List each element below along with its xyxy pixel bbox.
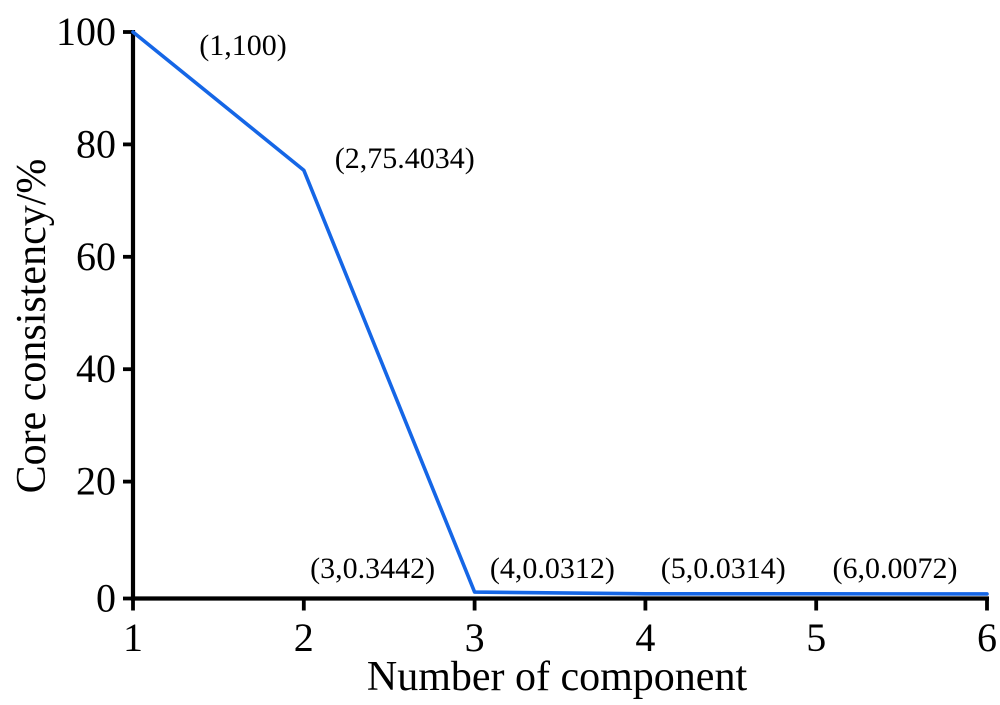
x-axis-title: Number of component xyxy=(367,654,748,700)
x-tick-label: 2 xyxy=(294,615,314,660)
x-tick-label: 3 xyxy=(465,615,485,660)
y-tick-label: 0 xyxy=(96,576,116,621)
y-tick-label: 40 xyxy=(76,346,116,391)
axes-group: 0 20 40 60 80 100 1 2 3 4 5 6 xyxy=(56,9,997,660)
y-tick-label: 100 xyxy=(56,9,116,54)
point-label: (1,100) xyxy=(199,29,286,62)
point-label: (2,75.4034) xyxy=(335,142,475,175)
x-tick-label: 5 xyxy=(806,615,826,660)
point-label: (6,0.0072) xyxy=(833,552,958,585)
x-tick-label: 1 xyxy=(123,615,143,660)
data-line xyxy=(131,30,989,596)
y-tick-label: 60 xyxy=(76,234,116,279)
point-label: (5,0.0314) xyxy=(661,552,786,585)
x-tick-label: 4 xyxy=(635,615,655,660)
annotations-group: (1,100) (2,75.4034) (3,0.3442) (4,0.0312) (5… xyxy=(199,29,957,585)
series-group xyxy=(131,30,989,596)
y-tick-label: 80 xyxy=(76,121,116,166)
point-label: (4,0.0312) xyxy=(490,552,615,585)
y-tick-label: 20 xyxy=(76,459,116,504)
x-tick-label: 6 xyxy=(977,615,997,660)
point-label: (3,0.3442) xyxy=(310,552,435,585)
y-axis-title: Core consistency/% xyxy=(9,159,55,494)
